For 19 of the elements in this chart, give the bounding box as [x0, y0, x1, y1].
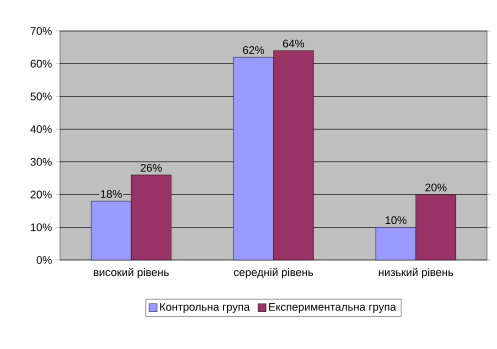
data-label: 64%	[283, 40, 304, 48]
y-tick-label: 60%	[30, 60, 52, 68]
y-tick-label: 50%	[30, 92, 52, 100]
y-tick-label: 70%	[30, 27, 52, 35]
data-label: 10%	[386, 216, 406, 224]
data-label: 62%	[243, 46, 264, 54]
legend-label: Контрольна група	[160, 303, 250, 313]
y-tick-label: 20%	[30, 190, 52, 198]
x-tick-label: високий рівень	[94, 268, 169, 278]
x-tick-label: низький рівень	[378, 268, 454, 278]
data-label: 20%	[425, 184, 446, 192]
y-tick-label: 0%	[36, 256, 52, 264]
y-tick-label: 40%	[30, 125, 52, 134]
y-tick-label: 30%	[30, 158, 52, 166]
x-tick-label: середній рівень	[234, 268, 314, 278]
data-label: 26%	[140, 164, 162, 172]
legend-label: Експериментальна група	[269, 303, 396, 313]
data-label: 18%	[101, 190, 122, 198]
y-tick-label: 10%	[30, 223, 52, 232]
